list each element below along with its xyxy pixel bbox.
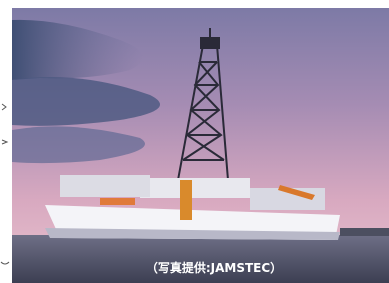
photo [12,8,389,283]
screenshot: （写真提供:JAMSTEC） [0,0,389,283]
margin-marks [1,104,9,264]
photo-caption: （写真提供:JAMSTEC） [146,260,282,275]
coastline [340,228,389,236]
sea [12,235,389,283]
